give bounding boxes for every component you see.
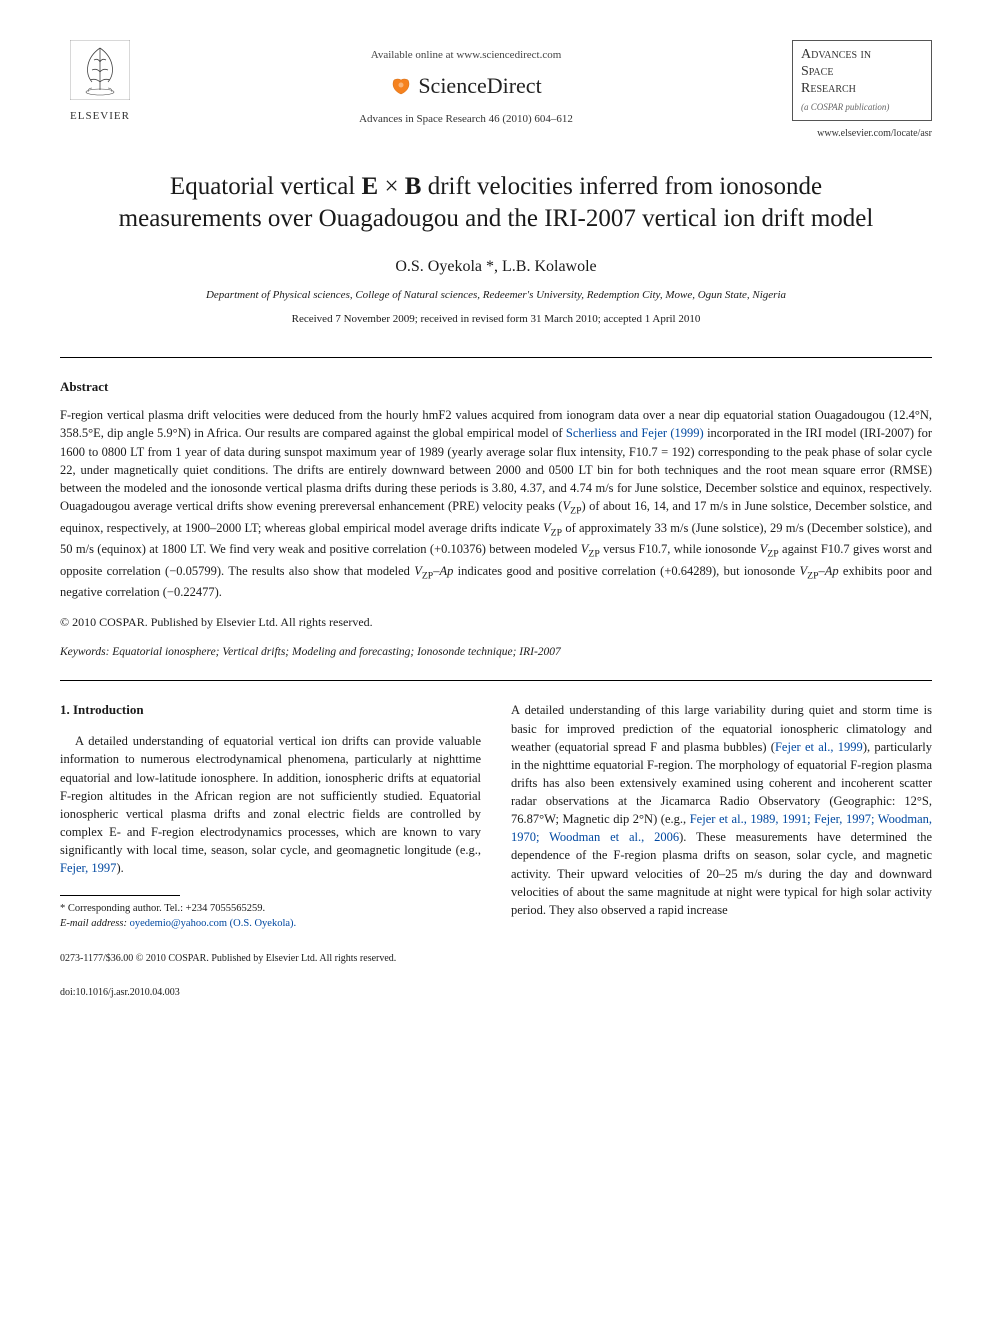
article-title: Equatorial vertical E × B drift velociti… (100, 171, 892, 236)
journal-box: Advances in Space Research (a COSPAR pub… (792, 40, 932, 121)
footnote-separator (60, 895, 180, 896)
footer-copyright: 0273-1177/$36.00 © 2010 COSPAR. Publishe… (60, 952, 932, 966)
sciencedirect-text: ScienceDirect (418, 71, 541, 102)
keywords-label: Keywords: (60, 646, 109, 658)
right-column: A detailed understanding of this large v… (511, 701, 932, 931)
article-dates: Received 7 November 2009; received in re… (60, 312, 932, 327)
body-columns: 1. Introduction A detailed understanding… (60, 701, 932, 931)
intro-para-left: A detailed understanding of equatorial v… (60, 732, 481, 877)
elsevier-tree-icon (70, 40, 130, 100)
journal-box-wrapper: Advances in Space Research (a COSPAR pub… (792, 40, 932, 141)
rule-top (60, 357, 932, 358)
rule-bottom (60, 680, 932, 681)
publisher-logo: ELSEVIER (60, 40, 140, 125)
sciencedirect-icon (390, 76, 412, 98)
abstract-copyright: © 2010 COSPAR. Published by Elsevier Ltd… (60, 614, 932, 631)
intro-para-right: A detailed understanding of this large v… (511, 701, 932, 919)
author-email[interactable]: oyedemio@yahoo.com (O.S. Oyekola). (127, 918, 296, 929)
center-header: Available online at www.sciencedirect.co… (140, 40, 792, 128)
authors: O.S. Oyekola *, L.B. Kolawole (60, 256, 932, 278)
available-online-text: Available online at www.sciencedirect.co… (140, 48, 792, 63)
publisher-name: ELSEVIER (60, 109, 140, 124)
corresponding-author-note: * Corresponding author. Tel.: +234 70555… (60, 902, 481, 917)
sciencedirect-logo: ScienceDirect (140, 71, 792, 102)
cospar-note: (a COSPAR publication) (801, 101, 923, 114)
keywords-text: Equatorial ionosphere; Vertical drifts; … (109, 646, 560, 658)
abstract-body: F-region vertical plasma drift velocitie… (60, 406, 932, 601)
keywords: Keywords: Equatorial ionosphere; Vertica… (60, 644, 932, 660)
footer-doi: doi:10.1016/j.asr.2010.04.003 (60, 986, 932, 1000)
left-column: 1. Introduction A detailed understanding… (60, 701, 481, 931)
affiliation: Department of Physical sciences, College… (60, 288, 932, 303)
section-1-heading: 1. Introduction (60, 701, 481, 720)
journal-citation: Advances in Space Research 46 (2010) 604… (140, 112, 792, 127)
journal-name-line2: Space (801, 64, 833, 79)
journal-url[interactable]: www.elsevier.com/locate/asr (792, 127, 932, 141)
abstract-heading: Abstract (60, 378, 932, 396)
email-footnote: E-mail address: oyedemio@yahoo.com (O.S.… (60, 917, 481, 932)
email-label: E-mail address: (60, 918, 127, 929)
title-text: Equatorial vertical E × B drift velociti… (119, 173, 874, 233)
journal-name-line1: Advances in (801, 47, 871, 62)
journal-name: Advances in Space Research (801, 47, 923, 97)
journal-name-line3: Research (801, 81, 856, 96)
page-header: ELSEVIER Available online at www.science… (60, 40, 932, 141)
